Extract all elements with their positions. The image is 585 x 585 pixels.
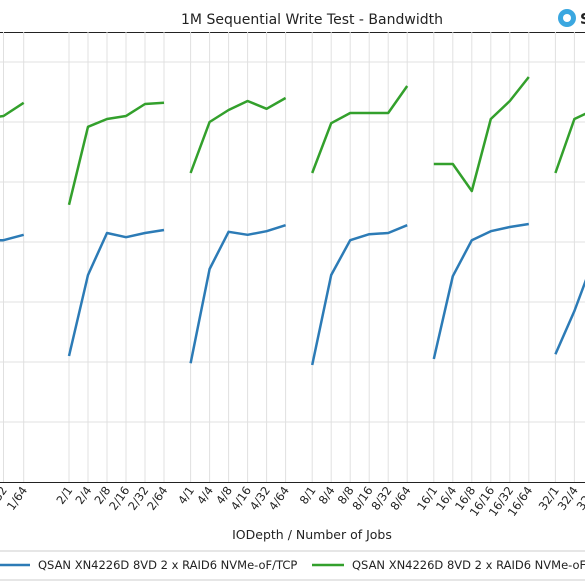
x-tick-label: 1/64	[4, 484, 30, 513]
x-tick-label: 2/4	[72, 484, 94, 507]
x-tick-label: 4/32	[247, 484, 273, 513]
series-green-line-group-4	[433, 76, 530, 193]
x-tick-label: 16/4	[433, 484, 459, 513]
x-axis-label: IODepth / Number of Jobs	[232, 527, 392, 542]
x-tick-label: 4/1	[175, 484, 197, 507]
x-tick-label: 8/64	[387, 484, 413, 513]
series-green-line-group-1	[67, 101, 165, 206]
x-tick-labels: 1/321/64 2/12/42/82/162/322/64 4/14/44/84/…	[0, 484, 585, 519]
x-tick-label: 16/1	[414, 484, 440, 513]
legend-label-green: QSAN XN4226D 8VD 2 x RAID6 NVMe-oF/TCP	[352, 558, 585, 572]
legend-label-blue: QSAN XN4226D 8VD 2 x RAID6 NVMe-oF/TCP	[38, 558, 297, 572]
x-tick-label: 32/1	[536, 484, 562, 513]
series-green-line-group-2	[189, 96, 287, 174]
x-tick-label: 2/32	[125, 484, 151, 513]
series-green-line-group-5	[554, 112, 585, 174]
logo-icon-center	[563, 14, 571, 22]
series-blue-line-group-5	[554, 278, 585, 355]
x-tick-label: 32/8	[574, 484, 585, 513]
x-tick-label: 4/4	[194, 484, 216, 507]
brand-logo: S	[558, 9, 585, 28]
x-tick-label: 4/16	[228, 484, 254, 513]
chart-title: 1M Sequential Write Test - Bandwidth	[181, 12, 443, 28]
series-green-line-group-3	[311, 85, 409, 174]
grid	[0, 32, 585, 482]
series-blue-line-group-0	[0, 233, 25, 242]
x-tick-label: 8/16	[349, 484, 375, 513]
series-blue-line-group-1	[67, 228, 165, 357]
series-blue-line-group-3	[310, 224, 408, 366]
legend: QSAN XN4226D 8VD 2 x RAID6 NVMe-oF/TCP Q…	[0, 550, 585, 581]
logo-letter: S	[580, 10, 585, 28]
series-blue-line-group-2	[189, 224, 286, 364]
x-tick-label: 2/16	[106, 484, 132, 513]
x-tick-label: 8/4	[316, 484, 338, 507]
legend-frame	[0, 550, 585, 581]
x-tick-label: 32/4	[555, 484, 581, 513]
series-blue-line-group-4	[432, 222, 529, 360]
x-tick-label: 8/32	[368, 484, 394, 513]
series-layer	[0, 76, 585, 366]
x-tick-label: 2/64	[144, 484, 170, 513]
x-tick-label: 2/1	[53, 484, 75, 507]
x-tick-label: 1/32	[0, 484, 10, 513]
series-green-line-group-0	[0, 101, 25, 118]
x-tick-label: 4/64	[266, 484, 292, 513]
x-tick-label: 8/1	[297, 484, 319, 507]
